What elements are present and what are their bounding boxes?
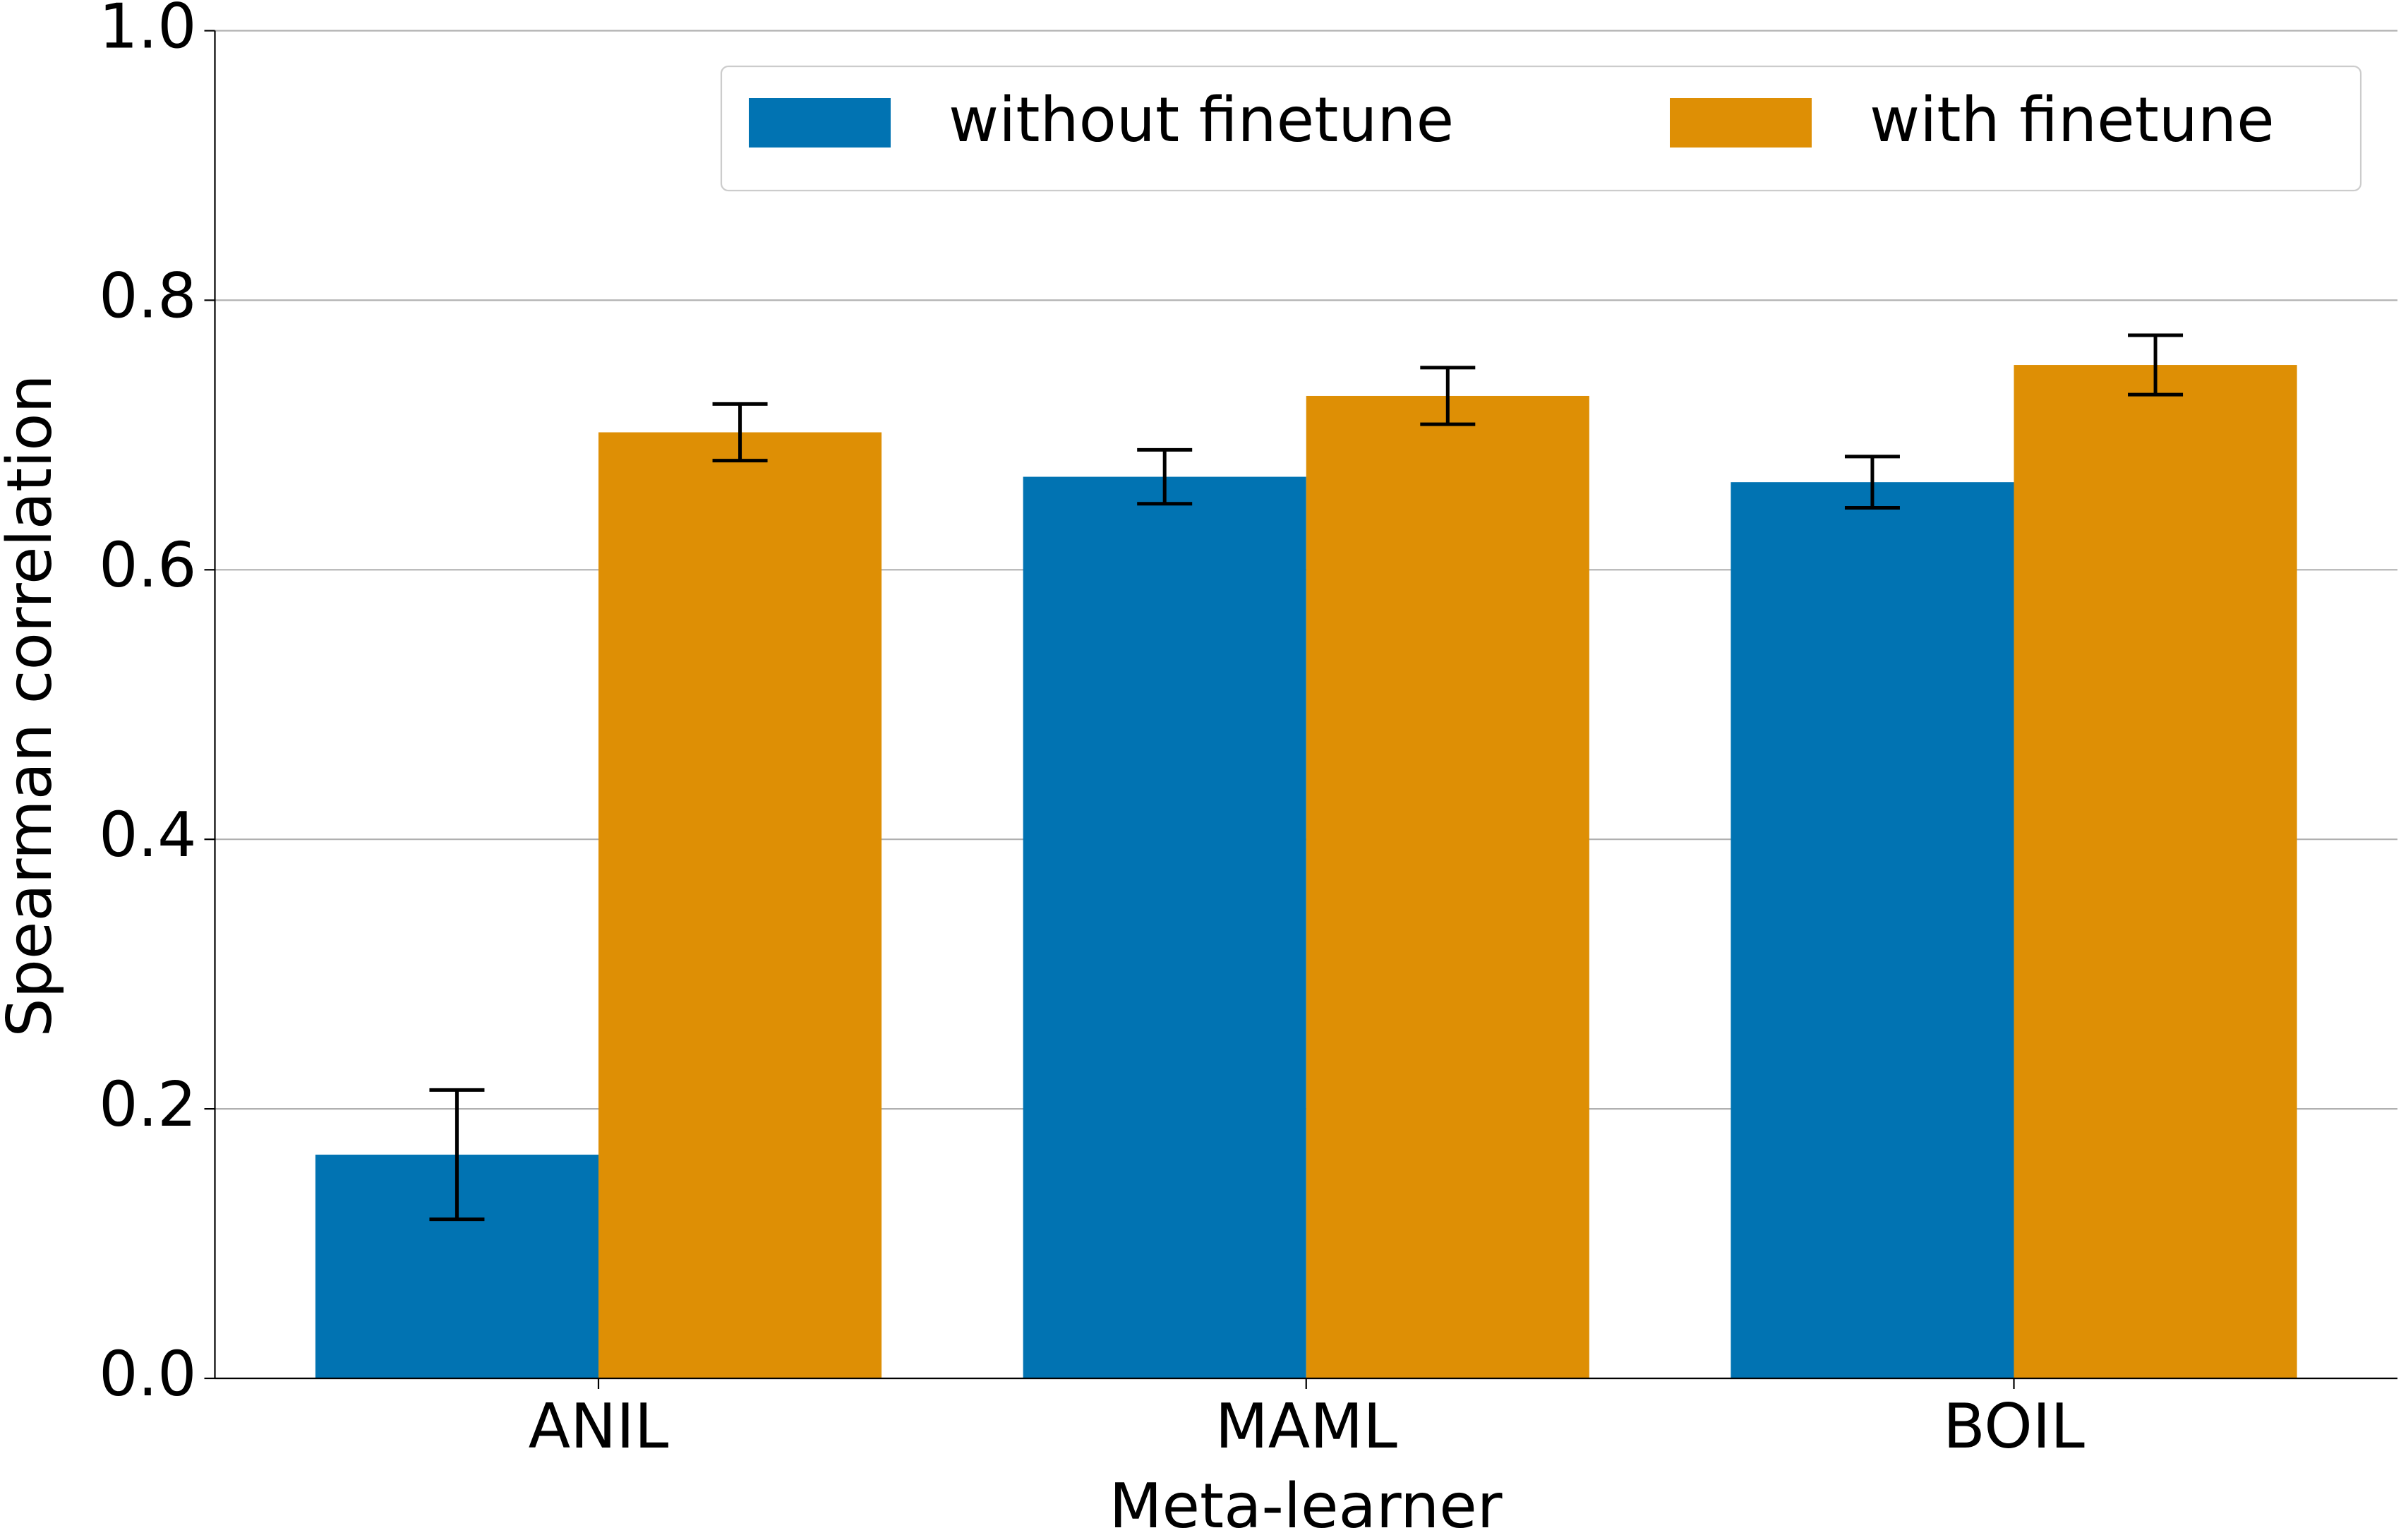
bar [2014,365,2297,1378]
error-bar [1420,366,1476,426]
legend-swatch [1670,98,1812,148]
y-tick-label: 0.6 [99,529,196,601]
error-bar [2128,333,2184,397]
error-bar [712,402,768,463]
bar [1023,476,1306,1379]
y-tick-label: 0.2 [99,1069,196,1141]
legend-swatch [749,98,891,148]
y-tick-label: 0.0 [99,1338,196,1410]
error-bar [429,1088,485,1222]
bar [1306,395,1589,1378]
x-tick-label: ANIL [529,1390,669,1462]
bar [598,432,882,1378]
legend-label: without finetune [949,84,1454,156]
y-tick-label: 0.4 [99,799,196,871]
error-bar [1137,447,1193,506]
legend-frame [720,65,2362,192]
x-tick-label: BOIL [1943,1390,2085,1462]
legend-label: with finetune [1870,84,2275,156]
error-bar [1844,455,1900,510]
legend: without finetune with finetune [720,65,2362,192]
x-tick-label: MAML [1215,1390,1397,1462]
x-axis-label: Meta-learner [1109,1470,1502,1540]
y-axis-label: Spearman correlation [0,374,66,1037]
y-tick-label: 1.0 [99,0,196,62]
y-tick-label: 0.8 [99,260,196,332]
bar [1731,482,2014,1378]
